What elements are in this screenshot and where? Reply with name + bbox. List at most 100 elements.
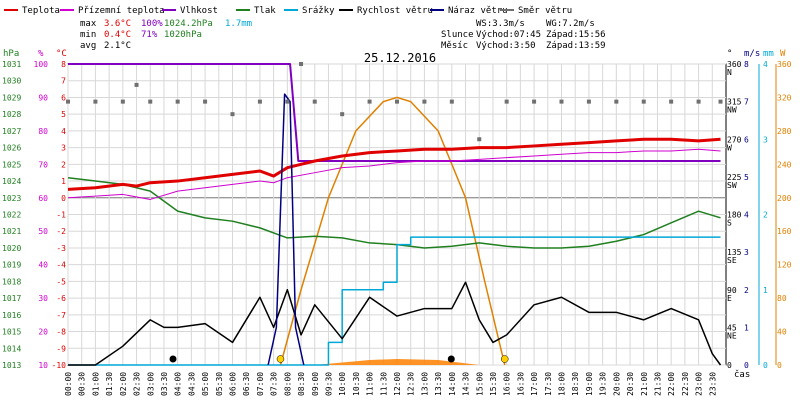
stat-max-hum: 100%	[141, 19, 163, 29]
hpa-tick-label: 1017	[2, 294, 21, 303]
time-tick-label: 09:00	[311, 372, 320, 396]
pct-tick-label: 10	[38, 361, 48, 370]
c-tick-label: 6	[61, 93, 66, 102]
time-tick-label: 17:00	[530, 372, 539, 396]
legend-item-label: Přízemní teplota	[78, 6, 165, 16]
ms-tick-label: 3	[744, 248, 749, 257]
ms-tick-label: 0	[744, 361, 749, 370]
legend-item-label: Směr větru	[518, 6, 572, 16]
hpa-tick-label: 1013	[2, 361, 21, 370]
time-tick-label: 01:30	[105, 372, 114, 396]
pct-tick-label: 90	[38, 93, 48, 102]
time-tick-label: 00:30	[78, 372, 87, 396]
dir-tick-label: 90	[727, 286, 737, 295]
pct-unit: %	[38, 49, 44, 59]
c-tick-label: 5	[61, 110, 66, 119]
chart-title: 25.12.2016	[364, 51, 436, 65]
pct-tick-label: 80	[38, 127, 48, 136]
hpa-tick-label: 1027	[2, 127, 21, 136]
c-tick-label: -9	[56, 344, 66, 353]
wind-dir-point	[257, 99, 262, 104]
time-tick-label: 11:30	[379, 372, 388, 396]
legend-item-label: Vlhkost	[180, 6, 218, 16]
info-sun-label: Slunce	[441, 30, 474, 40]
dir-tick-label: 225	[727, 173, 742, 182]
legend: Teplota Přízemní teplota Vlhkost Tlak Srážky…	[4, 6, 572, 16]
pct-tick-label: 20	[38, 328, 48, 337]
hpa-tick-label: 1023	[2, 194, 21, 203]
pct-tick-label: 40	[38, 261, 48, 270]
time-tick-label: 23:30	[708, 372, 717, 396]
wind-dir-point	[203, 99, 208, 104]
time-tick-label: 06:00	[229, 372, 238, 396]
dir-compass-label: W	[727, 143, 732, 152]
wind-dir-point	[449, 99, 454, 104]
wind-dir-point	[422, 99, 427, 104]
grid	[67, 63, 726, 366]
time-tick-label: 21:30	[653, 372, 662, 396]
series	[66, 62, 723, 366]
wind-dir-point	[340, 112, 345, 117]
info-wg: WG:7.2m/s	[546, 19, 595, 29]
c-tick-label: -4	[56, 261, 66, 270]
series-ground-temp-line	[67, 148, 721, 200]
stat-min-temp: 0.4°C	[104, 30, 131, 40]
wind-dir-point	[504, 99, 509, 104]
wind-dir-point	[395, 99, 399, 104]
dir-compass-label: SW	[727, 181, 737, 190]
time-tick-label: 10:30	[352, 372, 361, 396]
time-tick-label: 03:30	[160, 372, 169, 396]
wind-dir-point	[134, 82, 139, 87]
time-tick-label: 18:30	[571, 372, 580, 396]
info-moonrise: Východ:3:50	[476, 41, 536, 51]
mm-tick-label: 2	[763, 211, 768, 220]
hpa-tick-label: 1019	[2, 261, 21, 270]
hpa-tick-label: 1024	[2, 177, 21, 186]
hpa-tick-label: 1031	[2, 60, 21, 69]
ms-tick-label: 7	[744, 98, 749, 107]
ms-tick-label: 5	[744, 173, 749, 182]
time-tick-label: 07:30	[270, 372, 279, 396]
wind-dir-point	[148, 99, 153, 104]
time-tick-label: 12:30	[407, 372, 416, 396]
dir-compass-label: S	[727, 219, 732, 228]
c-tick-label: 7	[61, 77, 66, 86]
w-tick-label: 240	[777, 160, 792, 169]
c-tick-label: -6	[56, 294, 66, 303]
legend-item-label: Teplota	[22, 6, 60, 16]
w-unit: W	[780, 49, 786, 59]
wind-dir-point	[175, 99, 180, 104]
legend-item-label: Náraz větru	[448, 6, 508, 16]
series-wind-line	[68, 281, 722, 366]
stat-min-hum: 71%	[141, 30, 158, 40]
dir-tick-label: 180	[727, 211, 742, 220]
time-tick-label: 18:00	[558, 372, 567, 396]
deg-unit: °	[727, 49, 732, 59]
c-tick-label: 1	[61, 177, 66, 186]
w-tick-label: 160	[777, 227, 792, 236]
time-tick-label: 20:00	[612, 372, 621, 396]
wind-dir-point	[299, 62, 304, 66]
time-tick-label: 21:00	[640, 372, 649, 396]
time-tick-label: 05:30	[215, 372, 224, 396]
c-tick-label: 8	[61, 60, 66, 69]
moonset-marker	[447, 355, 455, 363]
time-tick-label: 23:00	[695, 372, 704, 396]
time-tick-label: 16:00	[503, 372, 512, 396]
time-tick-label: 22:30	[681, 372, 690, 396]
stats-block: max 3.6°C 100% 1024.2hPa 1.7mm min 0.4°C…	[80, 19, 252, 51]
time-tick-label: 07:00	[256, 372, 265, 396]
series-temp-line	[67, 137, 721, 191]
hpa-tick-label: 1022	[2, 211, 21, 220]
pct-tick-label: 50	[38, 227, 48, 236]
ms-tick-label: 6	[744, 135, 749, 144]
wind-dir-point	[285, 99, 290, 104]
time-tick-label: 03:00	[146, 372, 155, 396]
w-tick-label: 320	[777, 93, 792, 102]
mm-tick-label: 3	[763, 135, 768, 144]
hpa-tick-label: 1014	[2, 344, 21, 353]
time-tick-label: 02:30	[133, 372, 142, 396]
time-tick-label: 13:00	[420, 372, 429, 396]
mm-tick-label: 1	[763, 286, 768, 295]
